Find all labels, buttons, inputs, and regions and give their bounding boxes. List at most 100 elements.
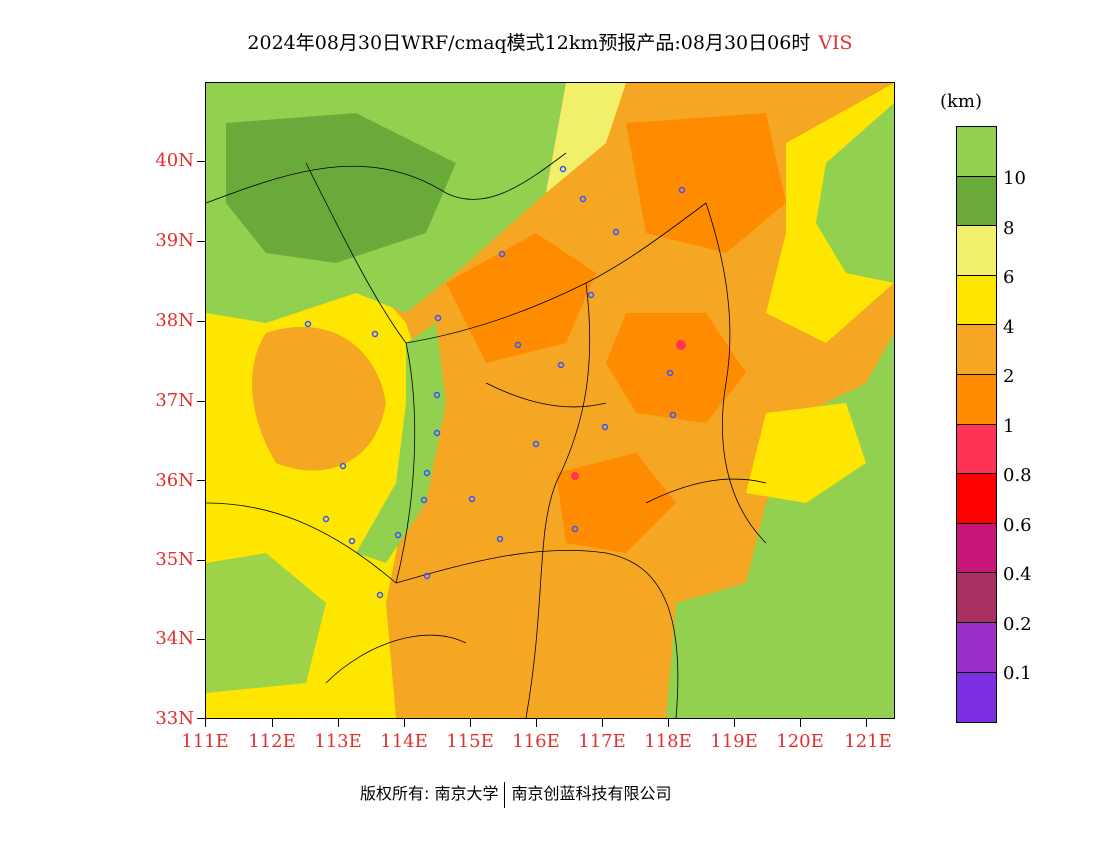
x-tick (205, 719, 206, 727)
x-tick-label: 121E (844, 731, 892, 752)
y-tick (197, 718, 205, 719)
legend-swatch (957, 275, 996, 326)
boundaries (206, 152, 767, 718)
y-tick (197, 560, 205, 561)
legend-swatch (957, 672, 996, 723)
copyright-footer: 版权所有: 南京大学 南京创蓝科技有限公司 (360, 780, 672, 808)
spot-low-vis-2 (571, 472, 579, 480)
city-marker (423, 469, 431, 477)
x-tick-label: 111E (181, 731, 229, 752)
region-northwest-darkgreen (226, 113, 456, 263)
legend-swatch (957, 424, 996, 475)
legend-swatch (957, 573, 996, 623)
x-tick (536, 719, 537, 727)
city-marker (371, 330, 379, 338)
city-marker (496, 535, 504, 543)
region-central-orange3 (556, 453, 676, 553)
y-tick-label: 39N (155, 230, 194, 251)
legend-swatch (957, 523, 996, 574)
x-tick (602, 719, 603, 727)
y-tick-label: 33N (155, 708, 194, 729)
copyright-left: 版权所有: 南京大学 (360, 784, 499, 803)
legend-swatch (957, 226, 996, 276)
city-marker (348, 537, 356, 545)
x-tick (338, 719, 339, 727)
region-sea-green (666, 83, 894, 718)
region-central-orange1 (446, 233, 596, 363)
y-tick-label: 34N (155, 628, 194, 649)
y-tick-label: 37N (155, 390, 194, 411)
city-marker (579, 195, 587, 203)
y-tick-label: 36N (155, 470, 194, 491)
x-tick (668, 719, 669, 727)
y-tick (197, 401, 205, 402)
city-marker (322, 515, 330, 523)
legend-label: 0.1 (1003, 663, 1032, 684)
city-marker (304, 320, 312, 328)
legend-unit: (km) (940, 91, 983, 112)
map-canvas (206, 83, 894, 718)
region-bohai-green (816, 103, 894, 283)
city-marker (612, 228, 620, 236)
y-tick (197, 241, 205, 242)
visibility-map (205, 82, 895, 719)
x-tick (734, 719, 735, 727)
city-marker (571, 525, 579, 533)
legend-swatch (957, 374, 996, 425)
city-marker (666, 369, 674, 377)
region-central-orange2 (606, 313, 746, 423)
footer-divider (504, 781, 506, 808)
y-tick-label: 35N (155, 549, 194, 570)
y-tick (197, 161, 205, 162)
x-tick-label: 114E (380, 731, 428, 752)
y-tick (197, 321, 205, 322)
region-west-orange (252, 326, 386, 471)
x-tick (470, 719, 471, 727)
city-marker (394, 531, 402, 539)
city-marker (433, 429, 441, 437)
legend-swatch (957, 325, 996, 375)
title-variable: VIS (818, 32, 853, 54)
map-title: 2024年08月30日WRF/cmaq模式12km预报产品:08月30日06时 V… (0, 28, 1100, 55)
city-marker (434, 314, 442, 322)
x-tick-label: 118E (644, 731, 692, 752)
city-marker (532, 440, 540, 448)
legend-colorbar (956, 126, 997, 724)
x-tick-label: 112E (248, 731, 296, 752)
x-tick-label: 119E (710, 731, 758, 752)
legend-label: 0.6 (1003, 515, 1032, 536)
city-marker (376, 591, 384, 599)
x-tick-label: 113E (314, 731, 362, 752)
city-marker (557, 361, 565, 369)
title-main: 2024年08月30日WRF/cmaq模式12km预报产品:08月30日06时 (247, 32, 811, 54)
x-tick (272, 719, 273, 727)
city-marker (498, 250, 506, 258)
city-markers (304, 165, 686, 599)
legend-label: 10 (1003, 168, 1026, 189)
city-marker (559, 165, 567, 173)
city-marker (514, 341, 522, 349)
legend-label: 0.8 (1003, 465, 1032, 486)
legend-swatch (957, 622, 996, 673)
legend-label: 0.2 (1003, 614, 1032, 635)
y-tick-label: 38N (155, 310, 194, 331)
y-tick (197, 639, 205, 640)
legend-label: 4 (1003, 317, 1015, 338)
legend-label: 6 (1003, 267, 1015, 288)
x-tick-label: 116E (512, 731, 560, 752)
city-marker (339, 462, 347, 470)
city-marker (468, 495, 476, 503)
legend-label: 1 (1003, 416, 1015, 437)
region-north-lightyellow (546, 83, 626, 193)
legend-label: 0.4 (1003, 564, 1032, 585)
region-peninsula-yellow (746, 403, 866, 503)
y-tick-label: 40N (155, 150, 194, 171)
region-northeast-orange (626, 113, 786, 253)
city-marker (601, 423, 609, 431)
city-marker (669, 411, 677, 419)
city-marker (423, 572, 431, 580)
y-tick (197, 480, 205, 481)
copyright-right: 南京创蓝科技有限公司 (511, 784, 672, 803)
legend-label: 2 (1003, 366, 1015, 387)
x-tick (800, 719, 801, 727)
